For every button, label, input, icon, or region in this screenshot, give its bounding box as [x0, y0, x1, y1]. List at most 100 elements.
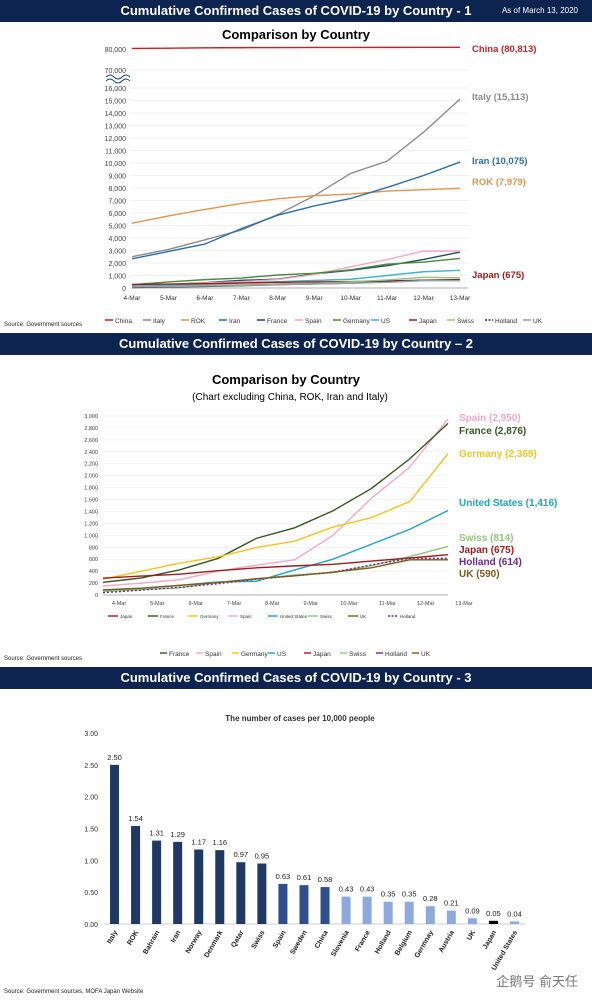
chart1-legend-label: US [381, 318, 391, 325]
chart2-series-label: Germany (2,369) [459, 449, 537, 460]
chart2-ytick-label: 600 [89, 557, 98, 563]
chart1-xtick-label: 7-Mar [233, 295, 251, 302]
chart3-bar-germnay [425, 906, 435, 924]
chart1-ytick-label: 8,000 [108, 186, 126, 193]
chart2-ytick-label: 1,000 [84, 533, 98, 539]
chart2-series-uk [102, 559, 448, 591]
chart2-inner-legend-label: Germany [200, 614, 219, 619]
panel2-banner: Cumulative Confirmed Cases of COVID-19 b… [0, 333, 592, 355]
chart1-series-label: Iran (10,075) [472, 156, 527, 167]
chart3-ytick-label: 0.50 [84, 890, 98, 897]
chart2-inner-legend-label: Japan [120, 614, 133, 619]
as-of-date: As of March 13, 2020 [501, 6, 578, 15]
chart3-bar-iran [173, 841, 183, 924]
chart3-bar-uk [467, 918, 477, 924]
chart2-ytick-label: 1,200 [84, 521, 98, 527]
panel1-banner: Cumulative Confirmed Cases of COVID-19 b… [0, 0, 592, 22]
chart2-ytick-label: 1,400 [84, 509, 98, 515]
chart1-ytick-label: 12,000 [105, 136, 127, 143]
chart3-value-label: 0.58 [318, 875, 333, 884]
chart3-value-label: 1.31 [149, 829, 164, 838]
chart3-value-label: 0.04 [507, 909, 522, 918]
chart1-xtick-label: 10-Mar [340, 295, 361, 302]
panel2-source: Source: Government sources [4, 656, 83, 662]
chart2-title: Comparison by Country [212, 372, 361, 387]
chart1-ytick-label: 13,000 [105, 124, 127, 131]
chart2-legend-label: UK [421, 651, 431, 658]
chart3-category-label: Slovenia [330, 929, 351, 958]
chart3-ytick-label: 0.00 [84, 922, 98, 929]
chart3-value-label: 0.97 [234, 850, 249, 859]
panel3-source: Source: Government sources, MOFA Japan W… [4, 989, 144, 995]
chart3-bar-china [320, 887, 330, 924]
chart2-ytick-label: 0 [95, 593, 98, 599]
panel3-banner: Cumulative Confirmed Cases of COVID-19 b… [0, 667, 592, 689]
chart3-category-label: France [354, 929, 372, 952]
chart2-ytick-label: 800 [89, 545, 98, 551]
panel1-title: Cumulative Confirmed Cases of COVID-19 b… [120, 3, 472, 18]
chart2-xtick-label: 9-Mar [303, 601, 318, 607]
chart3-bar-austria [446, 910, 456, 924]
chart2-inner-legend-label: Holland [400, 614, 416, 619]
chart3-bar-united-states [509, 921, 519, 924]
chart2-xtick-label: 11-Mar [379, 601, 396, 607]
chart1-series-us [131, 269, 461, 287]
chart1-ytick-label: 80,000 [105, 47, 127, 54]
chart2-legend-label: Swiss [349, 651, 367, 658]
chart2-series-label: Japan (675) [459, 545, 514, 556]
chart1-ytick-label: 5,000 [108, 224, 126, 231]
chart3-value-label: 0.35 [402, 890, 417, 899]
chart1-ytick-label: 4,000 [108, 236, 126, 243]
chart3-value-label: 0.28 [423, 894, 438, 903]
chart3-value-label: 0.09 [465, 906, 480, 915]
chart2-ytick-label: 2,800 [84, 426, 98, 432]
chart2-xtick-label: 12-Mar [417, 601, 435, 607]
chart3-category-label: Italy [106, 929, 119, 945]
chart1-legend-label: France [267, 318, 288, 325]
chart3-bar-belgium [404, 901, 414, 924]
chart1-legend-label: Germany [343, 318, 370, 325]
chart1-xtick-label: 12-Mar [413, 295, 434, 302]
panel2-title: Cumulative Confirmed Cases of COVID-19 b… [119, 336, 473, 351]
chart3-bar-qatar [236, 862, 246, 924]
chart3-category-label: Norway [185, 929, 204, 954]
chart3-category-label: Germnay [414, 929, 435, 959]
chart3-ytick-label: 1.00 [84, 858, 98, 865]
chart3-category-label: Iran [170, 930, 182, 945]
chart1-legend-label: UK [533, 318, 543, 325]
chart3-bar-sweden [299, 885, 309, 924]
chart1-title: Comparison by Country [222, 27, 371, 42]
chart2-legend-label: Spain [205, 651, 222, 658]
chart1-series-rok [131, 187, 461, 224]
chart2-ytick-label: 2,600 [84, 438, 98, 444]
chart2-ytick-label: 200 [89, 581, 98, 587]
chart3-category-label: Austria [438, 929, 456, 953]
axis-break-mark [105, 74, 131, 84]
chart3-bar-denmark [215, 850, 225, 924]
chart1-xtick-label: 6-Mar [196, 295, 214, 302]
chart3-value-label: 2.50 [107, 753, 122, 762]
chart2-xtick-label: 5-Mar [150, 601, 165, 607]
chart2-legend-label: Japan [313, 651, 331, 658]
chart3: The number of cases per 10,000 people 0.0… [84, 714, 525, 972]
chart1-series-italy [131, 98, 461, 258]
chart1-legend-label: Swiss [457, 318, 475, 325]
chart3-bar-france [362, 896, 372, 924]
chart1-legend-label: Italy [153, 318, 166, 325]
chart1-series-label: Italy (15,113) [472, 92, 529, 103]
watermark: 企鹅号 俞天任 [496, 974, 578, 989]
chart2-series-spain [102, 418, 449, 587]
chart1-xtick-label: 8-Mar [269, 295, 287, 302]
chart2-series-japan [102, 554, 449, 579]
chart2-legend-label: US [277, 651, 287, 658]
chart3-value-label: 0.21 [444, 899, 459, 908]
chart1-series-label: ROK (7,979) [472, 177, 526, 188]
chart2-legend-label: Holland [385, 651, 407, 658]
chart1-legend-label: ROK [191, 318, 206, 325]
chart3-value-label: 0.05 [486, 909, 501, 918]
chart3-category-label: Belgium [394, 930, 414, 957]
chart2-series-united-states [102, 509, 449, 591]
chart1-legend-label: China [115, 318, 132, 325]
chart2-series-label: UK (590) [459, 569, 500, 580]
chart2-inner-legend-label: Spain [240, 614, 252, 619]
